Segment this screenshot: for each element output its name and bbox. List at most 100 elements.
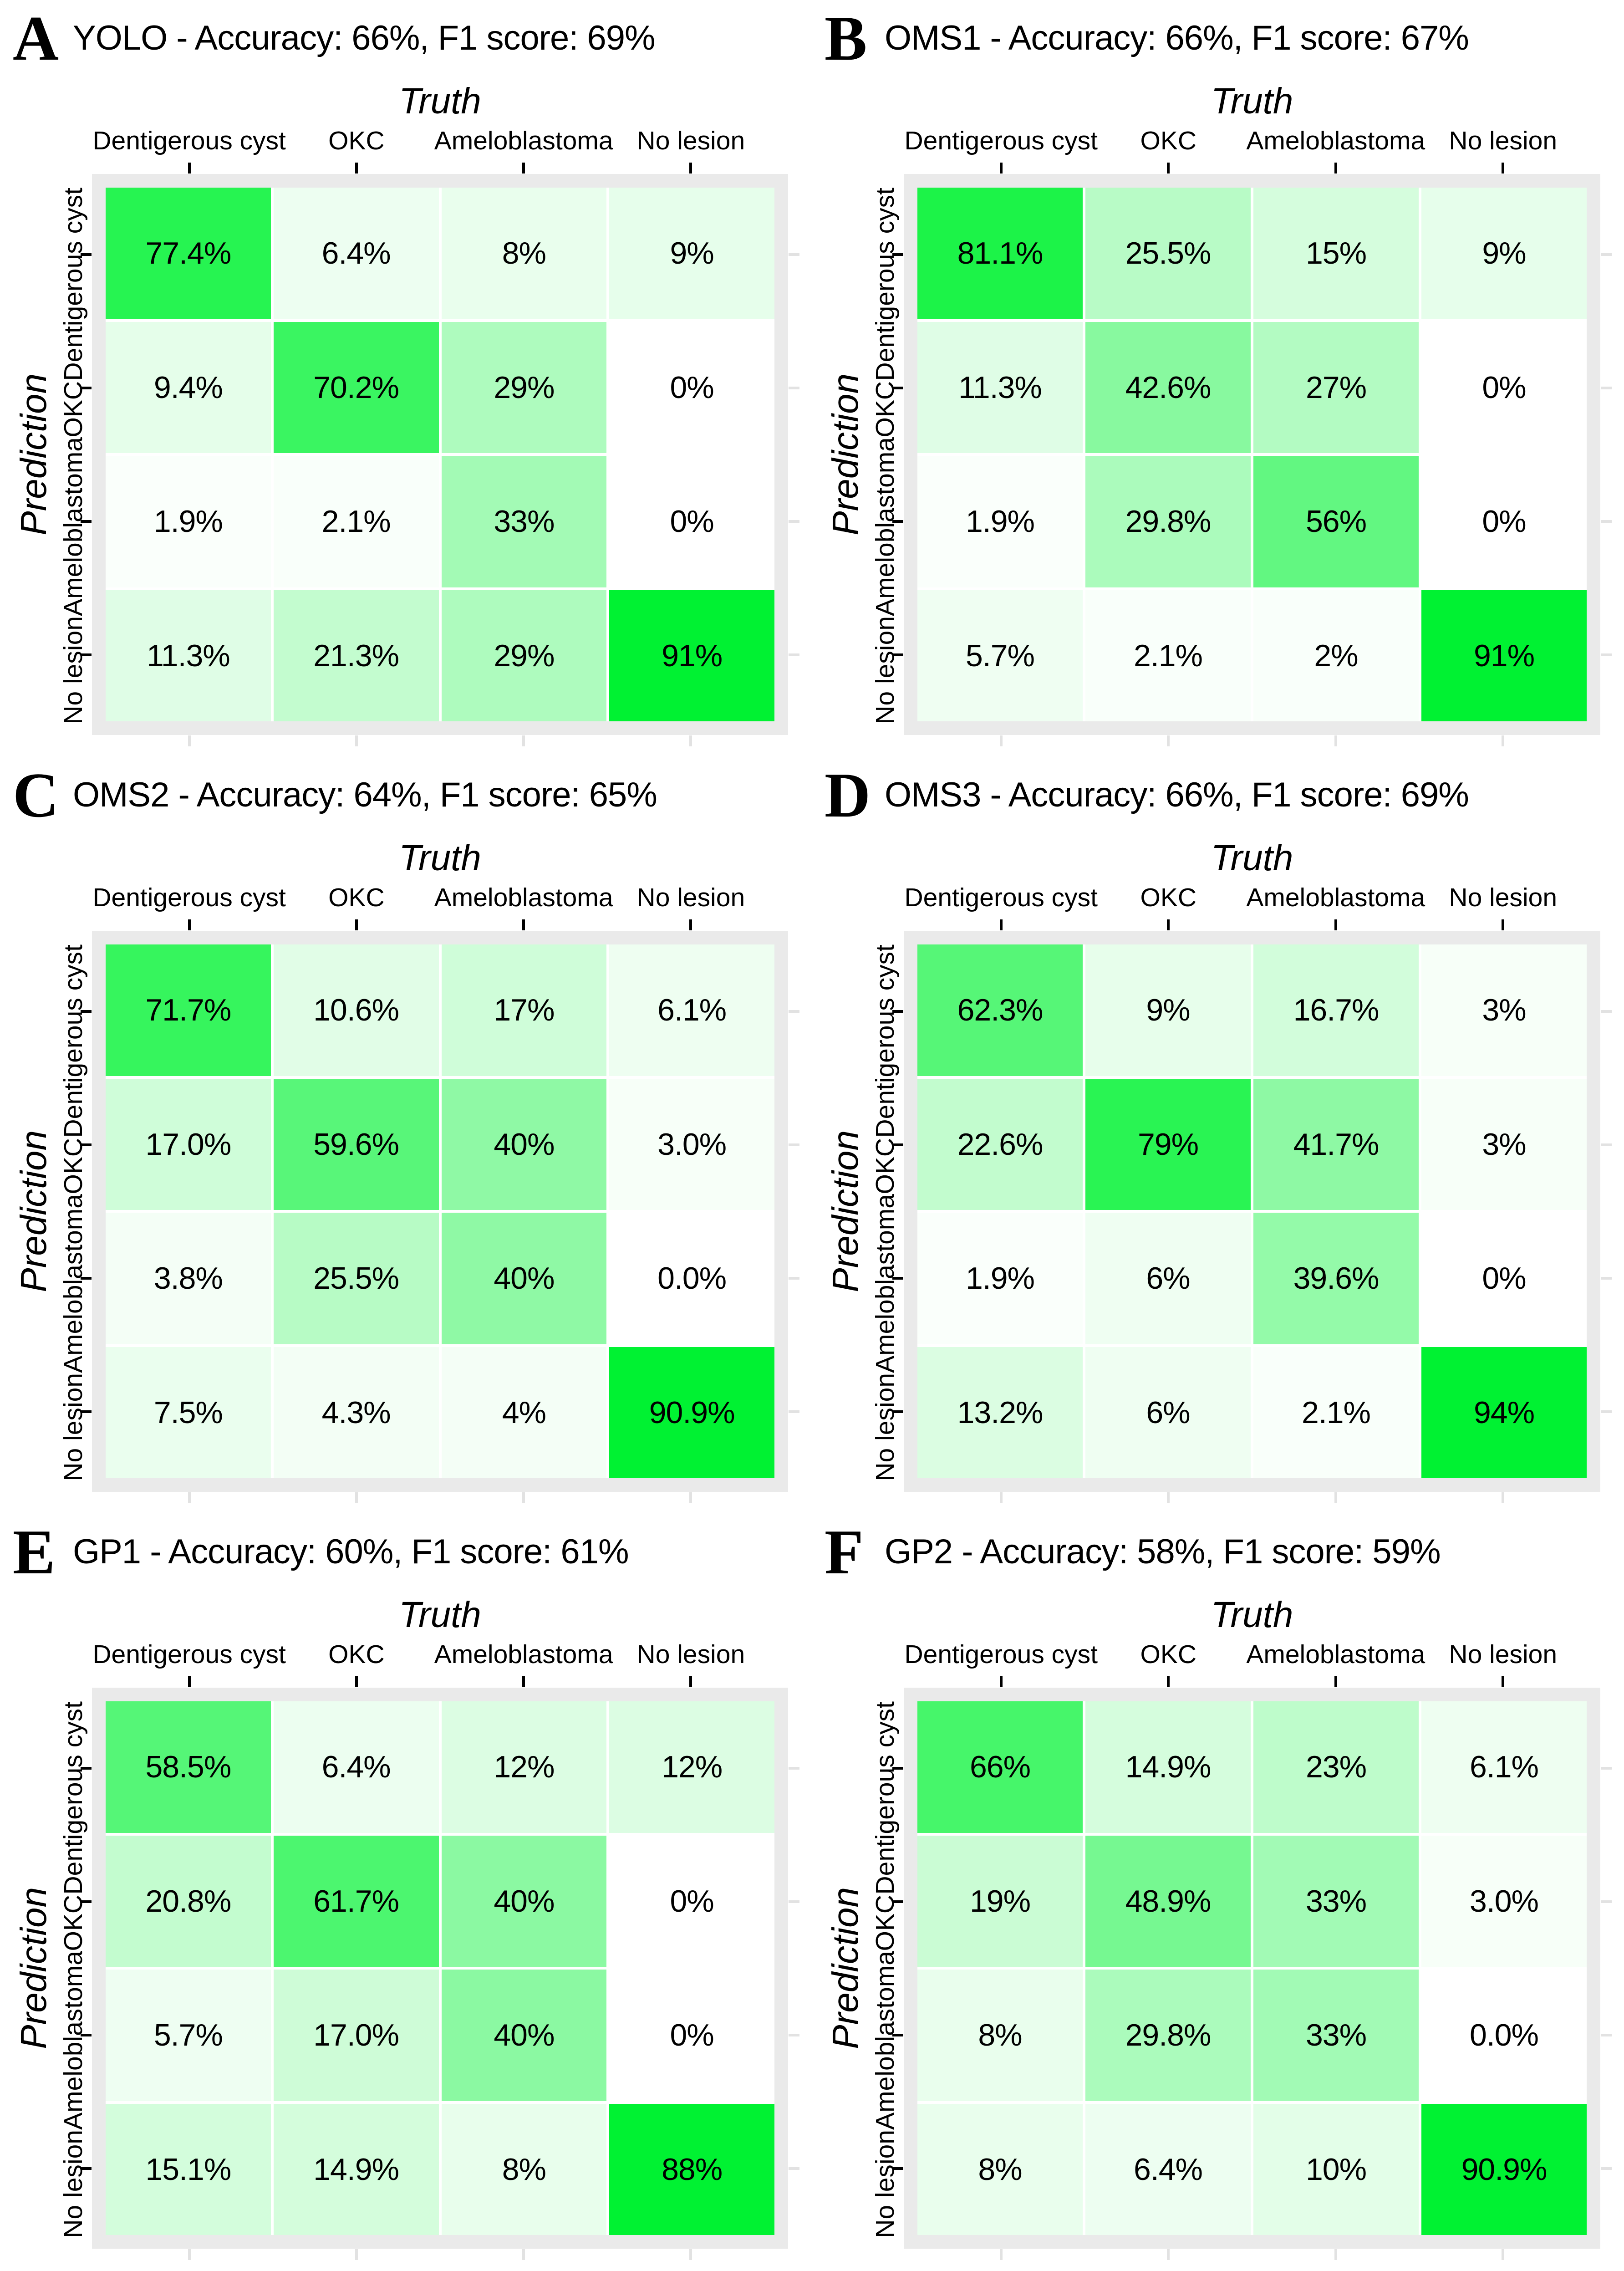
panel-tag: F (825, 1517, 864, 1587)
matrix-cell: 90.9% (1421, 2103, 1587, 2235)
matrix-cell: 40% (441, 1213, 607, 1344)
matrix-cell: 0% (1421, 456, 1587, 587)
x-axis-labels: Dentigerous cyst OKC Ameloblastoma No lesio… (904, 1640, 1600, 1675)
x-axis-label: OKC (1140, 126, 1197, 155)
axis-tick (1167, 919, 1170, 930)
axis-tick (892, 253, 903, 256)
axis-tick (892, 1276, 903, 1280)
axis-tick (1334, 163, 1337, 174)
x-axis-title: Truth (399, 1594, 481, 1635)
x-axis-label: OKC (328, 126, 385, 155)
matrix-cell: 33% (441, 456, 607, 587)
matrix-cell: 6.4% (273, 188, 439, 319)
panel-d: D OMS3 - Accuracy: 66%, F1 score: 69% Tr… (812, 757, 1624, 1514)
axis-tick (689, 919, 692, 930)
matrix-cell: 23% (1253, 1701, 1419, 1833)
matrix-cell: 94% (1421, 1347, 1587, 1478)
matrix-cell: 3% (1421, 1078, 1587, 1210)
matrix-cell: 2.1% (273, 456, 439, 587)
axis-tick (1167, 163, 1170, 174)
heatmap-panel: 71.7% 10.6% 17% 6.1% 17.0% 59.6% 40% 3.0% 3.8% 25… (81, 919, 799, 1503)
matrix-cell: 41.7% (1253, 1078, 1419, 1210)
matrix-cell: 48.9% (1085, 1835, 1251, 1967)
plot-area: Prediction Dentigerous cyst OKC Ameloblast… (825, 126, 1619, 748)
axis-tick (355, 1492, 358, 1503)
panel-title: OMS3 - Accuracy: 66%, F1 score: 69% (885, 776, 1469, 814)
matrix-cell: 62.3% (917, 944, 1083, 1076)
y-axis-label: Ameloblastoma (59, 1194, 88, 1373)
axis-tick (81, 386, 92, 389)
x-axis-labels: Dentigerous cyst OKC Ameloblastoma No lesio… (904, 883, 1600, 918)
axis-tick (892, 2167, 903, 2170)
matrix-cell: 6.4% (273, 1701, 439, 1833)
matrix-cell: 1.9% (917, 456, 1083, 587)
y-axis-label: Dentigerous cyst (871, 188, 900, 381)
matrix-cell: 3.0% (1421, 1835, 1587, 1967)
axis-tick (1601, 1410, 1612, 1413)
x-axis-label: Dentigerous cyst (92, 1640, 286, 1669)
x-axis-label: No lesion (1449, 1640, 1558, 1669)
plot-column: Dentigerous cyst OKC Ameloblastoma No lesio… (81, 126, 799, 748)
matrix-cell: 15.1% (106, 2103, 271, 2235)
axis-tick (789, 2033, 799, 2036)
y-axis-title: Prediction (825, 373, 865, 536)
x-axis-title: Truth (399, 81, 481, 121)
x-axis-labels: Dentigerous cyst OKC Ameloblastoma No lesio… (92, 1640, 788, 1675)
matrix-cell: 29.8% (1085, 1970, 1251, 2101)
panel-e: E GP1 - Accuracy: 60%, F1 score: 61% Tru… (0, 1514, 812, 2271)
matrix-cell: 91% (609, 590, 774, 721)
axis-tick (892, 1900, 903, 1903)
panel-header: F GP2 - Accuracy: 58%, F1 score: 59% (825, 1517, 1619, 1594)
matrix-cell: 29.8% (1085, 456, 1251, 587)
matrix-cell: 0.0% (609, 1213, 774, 1344)
axis-tick (1167, 1676, 1170, 1687)
y-axis-label: Ameloblastoma (871, 437, 900, 616)
y-axis-title: Prediction (13, 373, 54, 536)
axis-tick (1502, 2249, 1505, 2260)
axis-tick (1601, 2167, 1612, 2170)
matrix-cell: 22.6% (917, 1078, 1083, 1210)
axis-tick (1334, 1492, 1337, 1503)
matrix-cell: 40% (441, 1970, 607, 2101)
axis-tick (789, 1900, 799, 1903)
y-axis-label: Dentigerous cyst (871, 1701, 900, 1895)
heatmap-tiles: 66% 14.9% 23% 6.1% 19% 48.9% 33% 3.0% 8% 29.8% 33%… (917, 1701, 1587, 2235)
plot-area: Prediction Dentigerous cyst OKC Ameloblast… (13, 883, 807, 1505)
y-axis-label: No lesion (59, 616, 88, 725)
matrix-cell: 9% (1421, 188, 1587, 319)
axis-tick (1167, 735, 1170, 746)
y-axis-label: No lesion (871, 2129, 900, 2238)
matrix-cell: 0.0% (1421, 1970, 1587, 2101)
matrix-cell: 3% (1421, 944, 1587, 1076)
y-axis-label: No lesion (59, 1373, 88, 1481)
x-axis-label: No lesion (636, 1640, 745, 1669)
matrix-cell: 3.0% (609, 1078, 774, 1210)
axis-tick (522, 1492, 525, 1503)
matrix-cell: 15% (1253, 188, 1419, 319)
matrix-cell: 17.0% (106, 1078, 271, 1210)
axis-tick (892, 386, 903, 389)
y-axis-label: OKC (59, 381, 88, 438)
matrix-cell: 59.6% (273, 1078, 439, 1210)
axis-tick (689, 163, 692, 174)
y-axis-label: Dentigerous cyst (871, 944, 900, 1138)
panel-b: B OMS1 - Accuracy: 66%, F1 score: 67% Tr… (812, 0, 1624, 757)
matrix-cell: 13.2% (917, 1347, 1083, 1478)
y-axis-label: OKC (871, 1894, 900, 1951)
plot-column: Dentigerous cyst OKC Ameloblastoma No lesio… (81, 1640, 799, 2261)
x-axis-label: Dentigerous cyst (904, 1640, 1098, 1669)
x-axis-labels: Dentigerous cyst OKC Ameloblastoma No lesio… (904, 126, 1600, 161)
matrix-cell: 39.6% (1253, 1213, 1419, 1344)
axis-tick (355, 2249, 358, 2260)
axis-tick (689, 1676, 692, 1687)
panel-tag: A (13, 3, 59, 74)
x-axis-label: Ameloblastoma (434, 126, 613, 155)
x-axis-labels: Dentigerous cyst OKC Ameloblastoma No lesio… (92, 883, 788, 918)
panel-tag: C (13, 760, 59, 831)
matrix-cell: 71.7% (106, 944, 271, 1076)
axis-tick (522, 919, 525, 930)
axis-tick (188, 735, 191, 746)
axis-tick (892, 2033, 903, 2036)
axis-tick (999, 2249, 1003, 2260)
